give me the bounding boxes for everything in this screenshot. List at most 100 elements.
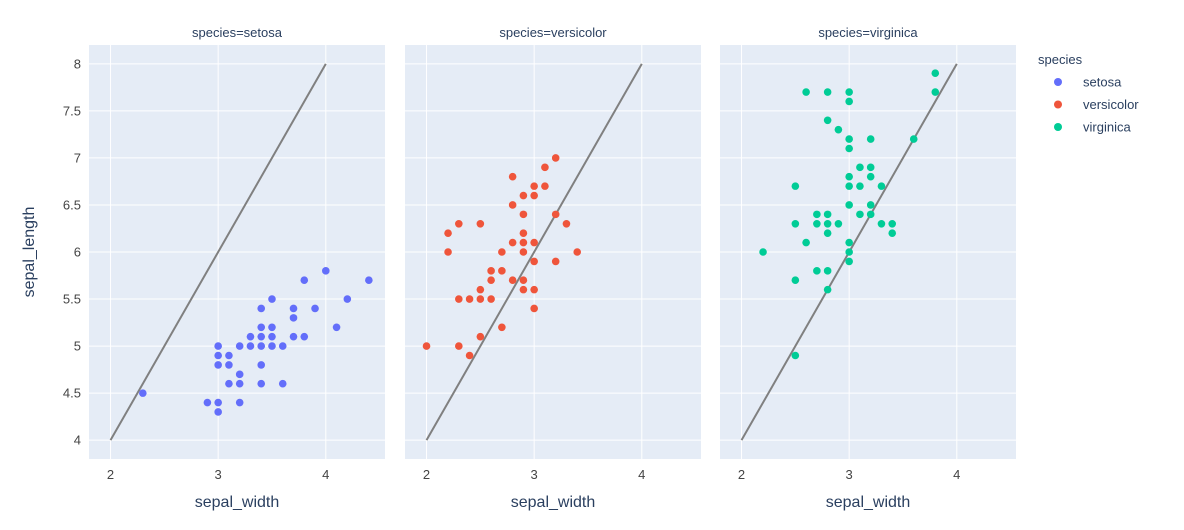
data-point <box>791 219 800 228</box>
data-point <box>823 116 832 125</box>
y-tick-label: 4 <box>74 433 81 448</box>
data-point <box>235 379 244 388</box>
y-axis-title: sepal_length <box>21 207 38 298</box>
data-point <box>823 210 832 219</box>
data-point <box>519 191 528 200</box>
data-point <box>476 219 485 228</box>
data-point <box>268 342 276 350</box>
data-point <box>465 351 474 360</box>
data-point <box>300 276 309 285</box>
y-tick-label: 5.5 <box>63 292 81 307</box>
data-point <box>246 332 255 341</box>
y-tick-label: 6 <box>74 245 81 260</box>
data-point <box>289 314 298 322</box>
data-point <box>845 257 853 266</box>
data-point <box>235 342 244 350</box>
y-tick-label: 6.5 <box>63 197 81 212</box>
facet-panels: 2 3 4 species=setosa sepal_width 2 3 4 species=v… <box>89 25 1016 511</box>
legend: species setosa versicolor virginica <box>1038 52 1139 135</box>
x-tick-label: 2 <box>423 467 430 482</box>
legend-item: setosa <box>1054 75 1122 90</box>
data-point <box>476 332 485 341</box>
data-point <box>573 248 582 256</box>
data-point <box>444 229 452 237</box>
data-point <box>498 267 506 275</box>
data-point <box>289 332 298 341</box>
data-point <box>866 172 875 181</box>
facet-panel: 2 3 4 species=setosa sepal_width <box>89 25 385 511</box>
data-point <box>813 219 821 228</box>
data-point <box>235 398 244 407</box>
data-point <box>214 351 222 360</box>
data-point <box>498 323 506 332</box>
y-tick-label: 4.5 <box>63 386 81 401</box>
data-point <box>365 276 373 285</box>
data-point <box>214 342 222 350</box>
data-point <box>268 323 276 332</box>
legend-marker <box>1054 78 1062 86</box>
facet-title: species=virginica <box>818 25 918 40</box>
data-point <box>802 238 810 247</box>
data-point <box>455 295 463 303</box>
x-tick-label: 4 <box>953 467 960 482</box>
data-point <box>332 323 341 332</box>
data-point <box>834 219 843 228</box>
data-point <box>823 285 832 294</box>
data-point <box>322 267 330 275</box>
data-point <box>530 285 538 294</box>
data-point <box>856 163 864 172</box>
data-point <box>214 408 222 416</box>
data-point <box>519 248 528 256</box>
data-point <box>823 88 832 96</box>
data-point <box>866 201 875 209</box>
data-point <box>866 135 875 143</box>
data-point <box>845 248 853 256</box>
data-point <box>541 163 549 172</box>
data-point <box>498 248 506 256</box>
data-point <box>856 210 864 219</box>
data-point <box>834 125 843 134</box>
data-point <box>278 342 287 350</box>
data-point <box>877 219 886 228</box>
data-point <box>487 267 495 275</box>
data-point <box>845 144 853 153</box>
facet-panel: 2 3 4 species=virginica sepal_width <box>720 25 1016 511</box>
data-point <box>203 398 212 407</box>
x-tick-label: 3 <box>215 467 222 482</box>
data-point <box>257 361 266 369</box>
data-point <box>791 351 800 360</box>
data-point <box>802 88 810 96</box>
data-point <box>845 172 853 181</box>
reference-line <box>425 63 643 441</box>
data-point <box>235 370 244 379</box>
data-point <box>845 238 853 247</box>
data-point <box>530 238 538 247</box>
data-point <box>759 248 767 256</box>
y-tick-label: 5 <box>74 339 81 354</box>
data-point <box>519 229 528 237</box>
data-point <box>519 285 528 294</box>
data-point <box>257 323 266 332</box>
data-point <box>813 210 821 219</box>
legend-label: setosa <box>1083 75 1122 90</box>
data-point <box>530 191 538 200</box>
data-point <box>289 304 298 313</box>
reference-line <box>109 63 327 441</box>
data-point <box>508 238 517 247</box>
x-tick-label: 4 <box>638 467 645 482</box>
data-point <box>139 389 147 397</box>
data-point <box>278 379 287 388</box>
data-point <box>444 248 452 256</box>
legend-marker <box>1054 123 1062 131</box>
data-point <box>519 238 528 247</box>
data-point <box>530 304 538 313</box>
data-point <box>823 219 832 228</box>
data-point <box>877 182 886 190</box>
data-point <box>856 182 864 190</box>
data-point <box>813 267 821 275</box>
data-point <box>845 97 853 106</box>
data-point <box>257 379 266 388</box>
data-point <box>257 304 266 313</box>
data-point <box>845 135 853 143</box>
